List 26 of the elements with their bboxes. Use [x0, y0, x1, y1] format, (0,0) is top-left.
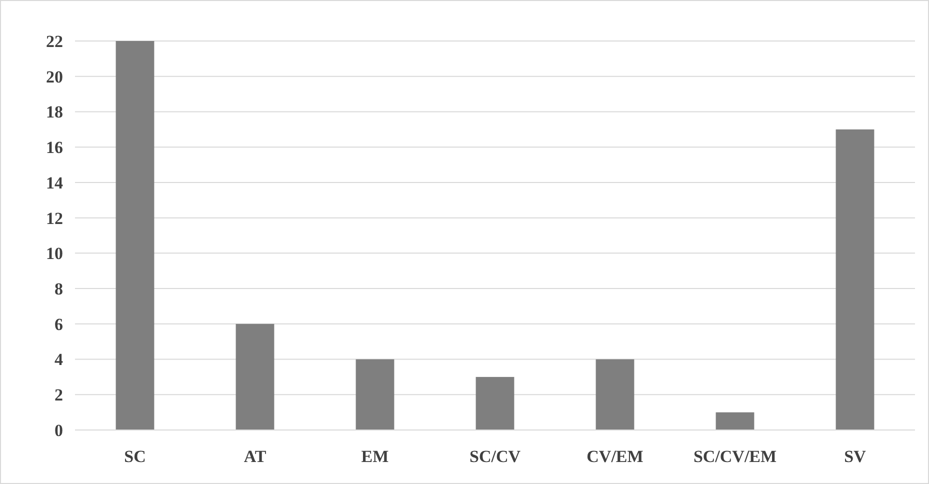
y-tick-label: 22 — [46, 32, 63, 51]
y-tick-label: 4 — [54, 350, 64, 370]
y-tick-label: 12 — [46, 208, 63, 228]
bar — [476, 376, 514, 430]
x-tick-label: SC/CV — [469, 447, 522, 466]
bar — [596, 359, 634, 430]
y-tick-label: 10 — [46, 244, 63, 264]
y-tick-label: 16 — [46, 138, 63, 158]
x-tick-label: SC/CV/EM — [693, 447, 777, 466]
bar — [716, 412, 754, 430]
x-tick-label: AT — [244, 447, 267, 466]
x-tick-label: CV/EM — [586, 447, 644, 466]
bar — [836, 129, 874, 430]
bar — [236, 324, 274, 430]
bar — [356, 359, 394, 430]
x-tick-label: EM — [361, 447, 389, 466]
y-tick-label: 0 — [54, 420, 63, 440]
y-tick-label: 8 — [54, 279, 63, 298]
y-tick-label: 14 — [46, 173, 64, 192]
x-tick-label: SV — [844, 447, 867, 466]
y-tick-label: 20 — [46, 67, 63, 86]
bar — [116, 41, 154, 430]
y-tick-label: 6 — [54, 314, 63, 334]
y-tick-label: 2 — [54, 386, 63, 405]
y-tick-label: 18 — [46, 102, 63, 122]
x-tick-label: SC — [124, 447, 146, 466]
